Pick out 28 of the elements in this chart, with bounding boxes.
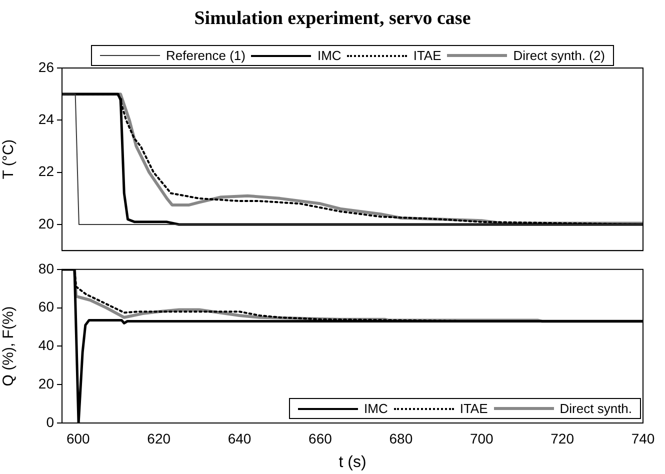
x-tick-label: 640	[228, 430, 252, 446]
legend-label: ITAE	[413, 48, 442, 63]
x-tick-label: 720	[550, 430, 574, 446]
legend-label: Direct synth.	[560, 401, 632, 416]
y-tick-label: 20	[38, 375, 54, 392]
y-axis-title: Q (%), F(%)	[0, 306, 18, 386]
y-tick-label: 0	[46, 414, 54, 430]
legend-label: Reference (1)	[166, 48, 246, 63]
y-tick-label: 40	[38, 337, 54, 354]
x-tick-label: 680	[389, 430, 413, 446]
y-tick-label: 60	[38, 298, 54, 315]
y-axis-title: T (°C)	[0, 139, 18, 180]
chart-title: Simulation experiment, servo case	[193, 8, 472, 30]
legend-label: IMC	[317, 48, 342, 63]
x-tick-label: 600	[66, 430, 90, 446]
y-tick-label: 26	[38, 58, 54, 75]
x-tick-label: 700	[470, 430, 494, 446]
x-axis-title: t (s)	[338, 454, 366, 471]
legend-label: ITAE	[460, 401, 488, 416]
x-tick-label: 620	[147, 430, 171, 446]
legend-label: Direct synth. (2)	[513, 48, 606, 63]
legend-label: IMC	[364, 401, 388, 416]
y-tick-label: 22	[38, 163, 54, 180]
x-tick-label: 660	[308, 430, 332, 446]
y-tick-label: 20	[38, 215, 54, 232]
x-tick-label: 740	[631, 430, 655, 446]
y-tick-label: 24	[38, 111, 54, 128]
y-tick-label: 80	[38, 260, 54, 276]
